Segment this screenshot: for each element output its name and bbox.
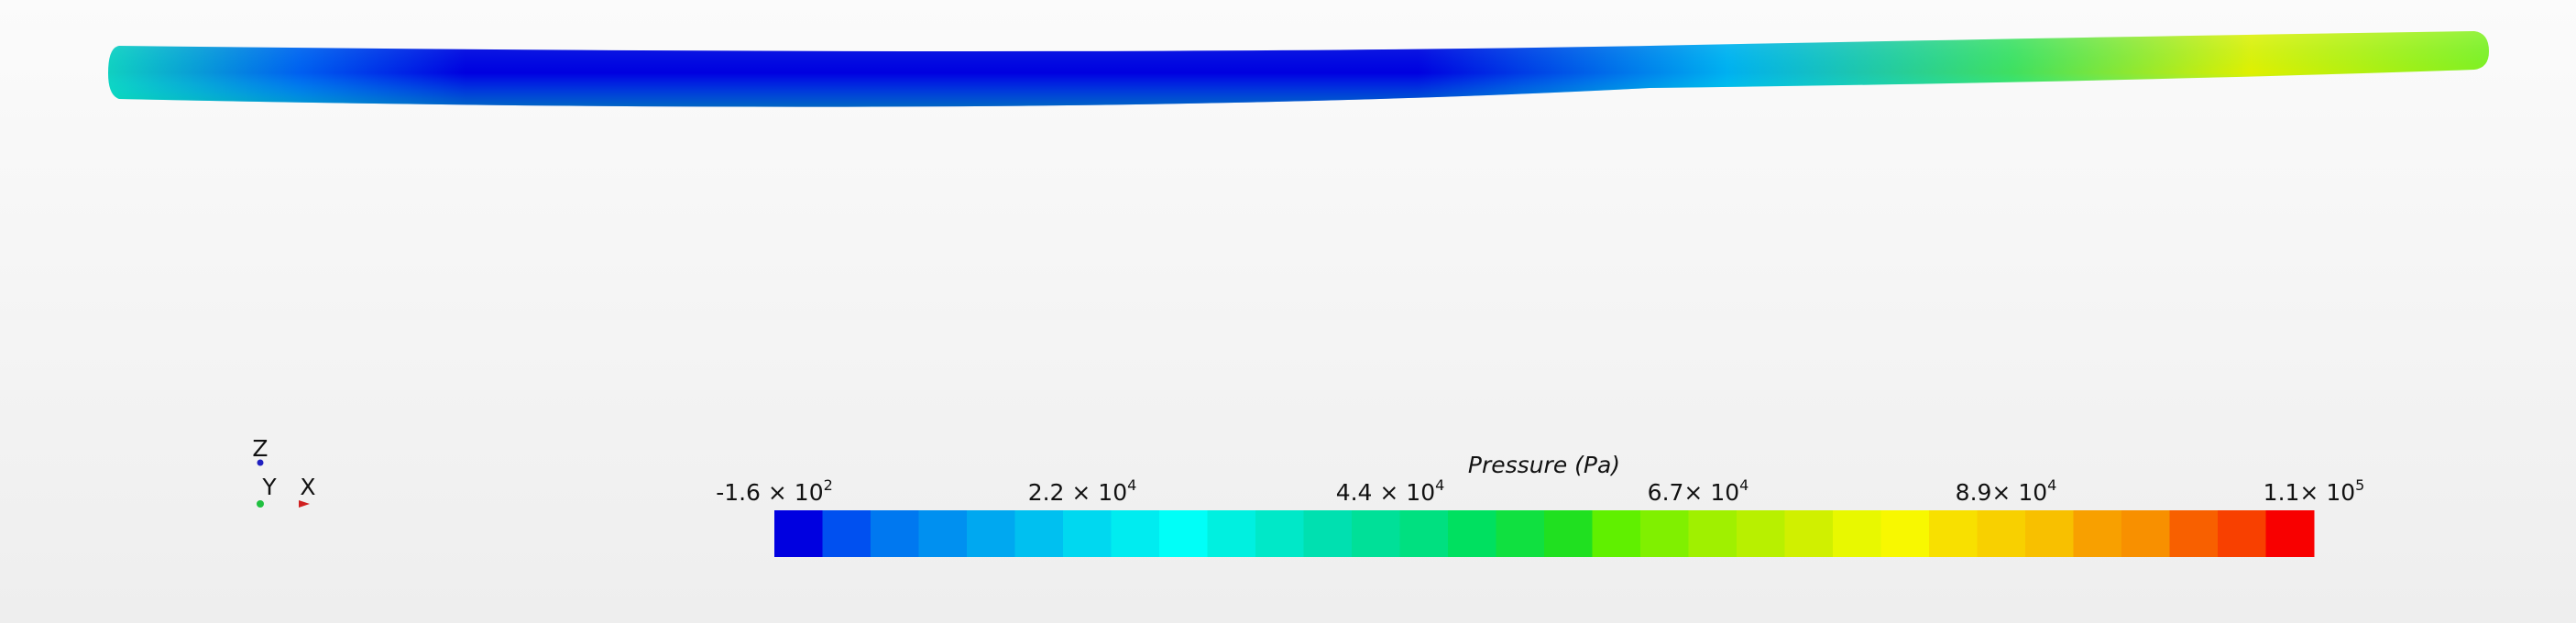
tick-base: 4.4 × 10 <box>1336 479 1435 506</box>
tick-exponent: 4 <box>1739 476 1748 494</box>
tick-label: -1.6 × 102 <box>716 476 833 506</box>
colorbar-segment <box>967 510 1015 557</box>
z-label: Z <box>252 435 268 462</box>
colorbar-segment <box>1014 510 1064 557</box>
colorbar-segment <box>1929 510 1978 557</box>
tick-label: 1.1× 105 <box>2264 476 2365 506</box>
colorbar-segment <box>2073 510 2122 557</box>
colorbar <box>774 510 2315 557</box>
tick-exponent: 2 <box>824 476 833 494</box>
colorbar-segment <box>1399 510 1449 557</box>
tick-label: 6.7× 104 <box>1648 476 1749 506</box>
tick-base: -1.6 × 10 <box>716 479 823 506</box>
colorbar-segment <box>1977 510 2026 557</box>
colorbar-segment <box>2265 510 2315 557</box>
tick-base: 1.1× 10 <box>2264 479 2355 506</box>
tick-label: 8.9× 104 <box>1956 476 2057 506</box>
colorbar-segment <box>1159 510 1208 557</box>
colorbar-segment <box>1255 510 1304 557</box>
colorbar-segment <box>1352 510 1400 557</box>
colorbar-segment <box>2025 510 2074 557</box>
tick-exponent: 4 <box>1435 476 1444 494</box>
colorbar-segment <box>2218 510 2266 557</box>
colorbar-segment <box>1592 510 1641 557</box>
pipe-shading <box>108 31 2489 107</box>
tick-exponent: 5 <box>2355 476 2364 494</box>
colorbar-segment <box>1784 510 1834 557</box>
colorbar-segment <box>1880 510 1930 557</box>
colorbar-segment <box>1111 510 1160 557</box>
colorbar-labels: -1.6 × 102 2.2 × 104 4.4 × 104 6.7× 104 8.9×… <box>716 476 2364 506</box>
tick-base: 8.9× 10 <box>1956 479 2047 506</box>
tick-exponent: 4 <box>1127 476 1136 494</box>
y-dot <box>257 500 264 508</box>
colorbar-segment <box>1063 510 1112 557</box>
colorbar-segment <box>822 510 871 557</box>
colorbar-segment <box>1688 510 1737 557</box>
colorbar-segment <box>1544 510 1593 557</box>
tick-base: 6.7× 10 <box>1648 479 1739 506</box>
colorbar-segment <box>1303 510 1353 557</box>
tick-exponent: 4 <box>2047 476 2056 494</box>
z-dot <box>257 459 264 466</box>
colorbar-segment <box>2169 510 2219 557</box>
tick-base: 2.2 × 10 <box>1028 479 1127 506</box>
colorbar-segment <box>1737 510 1785 557</box>
colorbar-segment <box>2121 510 2170 557</box>
colorbar-segment <box>774 510 823 557</box>
y-label: Y <box>261 474 277 500</box>
axis-triad: Z Y X <box>252 435 316 508</box>
x-arrow <box>299 500 310 508</box>
colorbar-segment <box>1448 510 1496 557</box>
colorbar-segment <box>1640 510 1689 557</box>
colorbar-segment <box>1833 510 1881 557</box>
colorbar-segment <box>871 510 919 557</box>
x-label: X <box>300 474 315 500</box>
colorbar-segment <box>1207 510 1256 557</box>
colorbar-segment <box>1496 510 1545 557</box>
tick-label: 2.2 × 104 <box>1028 476 1137 506</box>
tick-label: 4.4 × 104 <box>1336 476 1445 506</box>
legend-title: Pressure (Pa) <box>1468 452 1620 478</box>
colorbar-segment <box>918 510 968 557</box>
